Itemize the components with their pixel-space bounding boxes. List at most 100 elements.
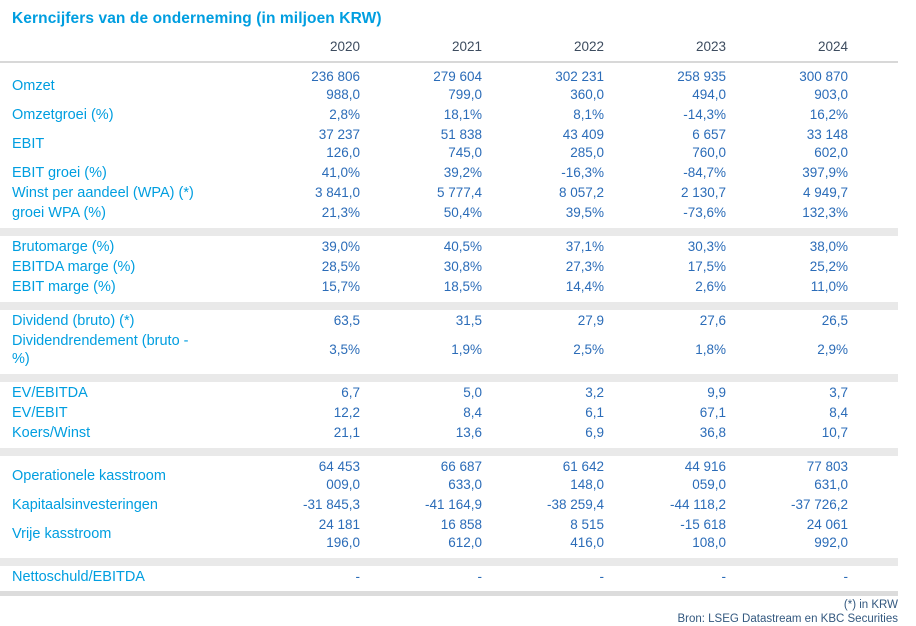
value-cell: 10,7	[821, 425, 848, 440]
row-label: Koers/Winst	[12, 425, 91, 441]
table-row: EBIT marge (%) 15,7% 18,5% 14,4% 2,6% 11,0%	[0, 277, 898, 297]
value-cell: 12,2	[333, 405, 360, 420]
row-label: groei WPA (%)	[12, 205, 107, 221]
value-cell: 300 870 903,0	[799, 69, 848, 102]
value-cell: 33 148 602,0	[806, 127, 848, 160]
row-label: Dividend (bruto) (*)	[12, 313, 135, 329]
value-cell: -	[477, 569, 483, 584]
value-cell: 21,3%	[321, 205, 360, 220]
value-cell: 27,3%	[565, 259, 604, 274]
row-label: EBIT marge (%)	[12, 279, 116, 295]
value-cell: -41 164,9	[424, 497, 482, 512]
table-row: Operationele kasstroom 64 453 009,0 66 687…	[0, 457, 898, 495]
value-cell: 27,6	[699, 313, 726, 328]
value-cell: 8,4	[463, 405, 482, 420]
value-cell: 302 231 360,0	[555, 69, 604, 102]
value-cell: -14,3%	[683, 107, 726, 122]
row-label: Omzet	[12, 78, 55, 94]
value-cell: 1,8%	[695, 342, 726, 357]
value-cell: 9,9	[707, 385, 726, 400]
value-cell: -16,3%	[561, 165, 604, 180]
value-cell: 14,4%	[565, 279, 604, 294]
value-cell: 40,5%	[443, 239, 482, 254]
value-cell: 44 916 059,0	[684, 459, 726, 492]
value-cell: 39,2%	[443, 165, 482, 180]
table-header-row: 2020 2021 2022 2023 2024	[0, 38, 898, 58]
source-note: Bron: LSEG Datastream en KBC Securities	[677, 612, 898, 625]
value-cell: 397,9%	[802, 165, 848, 180]
value-cell: 1,9%	[451, 342, 482, 357]
value-cell: 39,5%	[565, 205, 604, 220]
table-row: Nettoschuld/EBITDA - - - - -	[0, 567, 898, 587]
value-cell: 15,7%	[321, 279, 360, 294]
value-cell: -	[355, 569, 361, 584]
value-cell: 31,5	[455, 313, 482, 328]
value-cell: 6,7	[341, 385, 360, 400]
value-cell: 8,4	[829, 405, 848, 420]
table-row: groei WPA (%) 21,3% 50,4% 39,5% -73,6% 132,3%	[0, 203, 898, 223]
value-cell: 6 657 760,0	[692, 127, 726, 160]
value-cell: 3,7	[829, 385, 848, 400]
value-cell: 50,4%	[443, 205, 482, 220]
value-cell: 37 237 126,0	[318, 127, 360, 160]
key-figures-table: 2020 2021 2022 2023 2024 Omzet 236 806 988,0 2…	[0, 38, 898, 596]
row-label: Kapitaalsinvesteringen	[12, 497, 158, 513]
value-cell: 3 841,0	[314, 185, 360, 200]
table-row: EBIT groei (%) 41,0% 39,2% -16,3% -84,7% 397,…	[0, 163, 898, 183]
row-label: Operationele kasstroom	[12, 468, 166, 484]
table-row: EV/EBIT 12,2 8,4 6,1 67,1 8,4	[0, 403, 898, 423]
value-cell: 27,9	[577, 313, 604, 328]
value-cell: 67,1	[699, 405, 726, 420]
table-row: Dividendrendement (bruto - %) 3,5% 1,9% 2,5…	[0, 331, 898, 369]
value-cell: 63,5	[333, 313, 360, 328]
value-cell: 26,5	[821, 313, 848, 328]
value-cell: 43 409 285,0	[562, 127, 604, 160]
value-cell: 13,6	[455, 425, 482, 440]
value-cell: 66 687 633,0	[440, 459, 482, 492]
table-row: EBIT 37 237 126,0 51 838 745,0 43 409 285,0…	[0, 125, 898, 163]
value-cell: 8,1%	[573, 107, 604, 122]
value-cell: 30,3%	[687, 239, 726, 254]
value-cell: -84,7%	[683, 165, 726, 180]
row-label: EBITDA marge (%)	[12, 259, 136, 275]
row-label: EBIT	[12, 136, 45, 152]
value-cell: 18,5%	[443, 279, 482, 294]
value-cell: -	[599, 569, 605, 584]
footnote: (*) in KRW	[843, 599, 898, 611]
value-cell: 41,0%	[321, 165, 360, 180]
section-divider	[0, 374, 898, 382]
value-cell: 21,1	[333, 425, 360, 440]
table-row: Winst per aandeel (WPA) (*) 3 841,0 5 777,…	[0, 183, 898, 203]
table-row: Omzet 236 806 988,0 279 604 799,0 302 231 3…	[0, 67, 898, 105]
table-row: Dividend (bruto) (*) 63,5 31,5 27,9 27,6 26,5	[0, 311, 898, 331]
value-cell: 2 130,7	[680, 185, 726, 200]
table-row: Koers/Winst 21,1 13,6 6,9 36,8 10,7	[0, 423, 898, 443]
value-cell: 17,5%	[687, 259, 726, 274]
value-cell: 28,5%	[321, 259, 360, 274]
value-cell: 236 806 988,0	[311, 69, 360, 102]
table-row: Brutomarge (%) 39,0% 40,5% 37,1% 30,3% 38,0%	[0, 237, 898, 257]
year-column-header: 2021	[451, 39, 482, 54]
value-cell: 2,8%	[329, 107, 360, 122]
value-cell: -73,6%	[683, 205, 726, 220]
value-cell: 30,8%	[443, 259, 482, 274]
value-cell: 8 515 416,0	[570, 517, 604, 550]
value-cell: 18,1%	[443, 107, 482, 122]
value-cell: 258 935 494,0	[677, 69, 726, 102]
value-cell: 6,9	[585, 425, 604, 440]
footer: (*) in KRW Bron: LSEG Datastream en KBC …	[0, 599, 898, 626]
row-label: Winst per aandeel (WPA) (*)	[12, 185, 194, 201]
row-label: EV/EBITDA	[12, 385, 88, 401]
row-label: Vrije kasstroom	[12, 526, 112, 542]
value-cell: 2,6%	[695, 279, 726, 294]
row-label: EBIT groei (%)	[12, 165, 107, 181]
header-divider	[0, 61, 898, 63]
year-column-header: 2024	[817, 39, 848, 54]
table-row: Kapitaalsinvesteringen -31 845,3 -41 164,9…	[0, 495, 898, 515]
year-column-header: 2020	[329, 39, 360, 54]
year-column-header: 2022	[573, 39, 604, 54]
value-cell: 64 453 009,0	[318, 459, 360, 492]
table-row: EV/EBITDA 6,7 5,0 3,2 9,9 3,7	[0, 383, 898, 403]
section-divider	[0, 228, 898, 236]
